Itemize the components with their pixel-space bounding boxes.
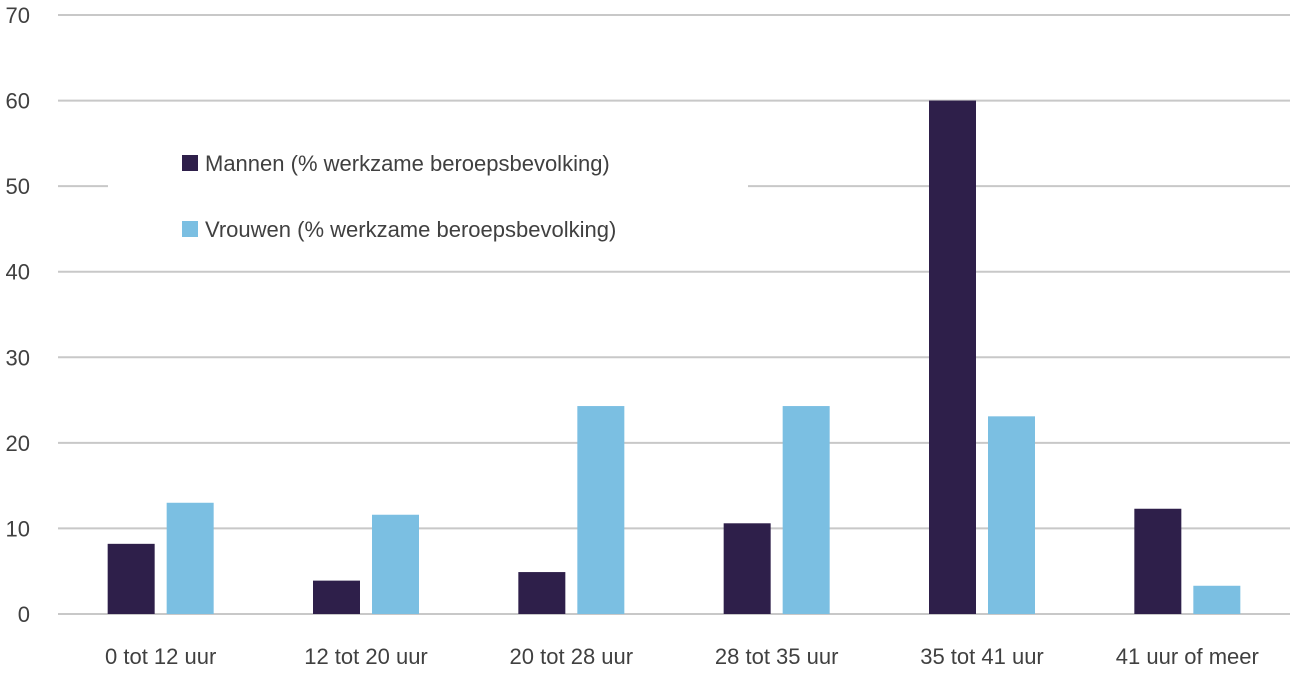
x-category-label: 28 tot 35 uur (715, 644, 839, 669)
bar-vrouwen-4 (988, 416, 1035, 614)
y-tick-label: 60 (6, 89, 30, 114)
bar-mannen-2 (518, 572, 566, 614)
x-category-label: 35 tot 41 uur (920, 644, 1044, 669)
bar-mannen-1 (313, 580, 360, 614)
legend-background (108, 118, 748, 253)
bar-vrouwen-0 (166, 502, 214, 614)
bar-mannen-5 (1134, 508, 1182, 614)
bars (107, 100, 1241, 615)
bar-vrouwen-5 (1193, 585, 1241, 614)
y-tick-label: 50 (6, 174, 30, 199)
bar-vrouwen-1 (372, 514, 419, 614)
x-axis-category-labels: 0 tot 12 uur 12 tot 20 uur 20 tot 28 uur 28… (105, 644, 1259, 669)
bar-mannen-4 (929, 100, 976, 615)
gridlines (58, 14, 1290, 615)
legend-swatch-vrouwen (182, 221, 198, 237)
y-axis-tick-labels: 0 10 20 30 40 50 60 70 (6, 3, 30, 627)
x-category-label: 12 tot 20 uur (304, 644, 428, 669)
x-category-label: 41 uur of meer (1116, 644, 1259, 669)
y-tick-label: 20 (6, 431, 30, 456)
y-tick-label: 70 (6, 3, 30, 28)
y-tick-label: 40 (6, 260, 30, 285)
bar-vrouwen-2 (577, 406, 625, 614)
y-tick-label: 30 (6, 345, 30, 370)
x-category-label: 0 tot 12 uur (105, 644, 216, 669)
x-category-label: 20 tot 28 uur (510, 644, 634, 669)
y-tick-label: 0 (18, 602, 30, 627)
legend-swatch-mannen (182, 155, 198, 171)
legend-label-mannen: Mannen (% werkzame beroepsbevolking) (205, 151, 610, 176)
legend-label-vrouwen: Vrouwen (% werkzame beroepsbevolking) (205, 217, 616, 242)
bar-vrouwen-3 (782, 406, 830, 614)
bar-mannen-3 (723, 523, 771, 614)
y-tick-label: 10 (6, 516, 30, 541)
legend: Mannen (% werkzame beroepsbevolking) Vro… (108, 118, 748, 253)
bar-mannen-0 (107, 543, 155, 614)
